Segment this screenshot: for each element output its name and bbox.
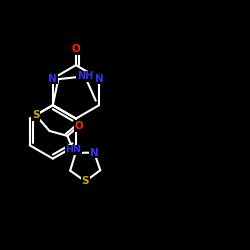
Text: S: S — [82, 176, 89, 186]
Text: S: S — [32, 110, 40, 120]
Text: N: N — [90, 148, 98, 158]
Text: O: O — [75, 121, 84, 131]
Text: N: N — [48, 74, 57, 84]
Text: N: N — [95, 74, 104, 84]
Text: O: O — [72, 44, 80, 54]
Text: HN: HN — [65, 145, 81, 154]
Text: NH: NH — [77, 71, 93, 81]
